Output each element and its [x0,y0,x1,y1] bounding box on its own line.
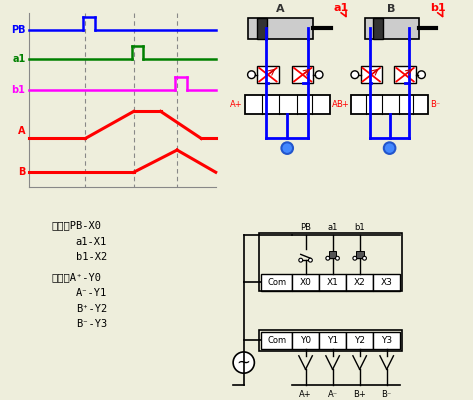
Circle shape [353,256,357,260]
Text: a1: a1 [333,3,349,13]
Bar [259,330,402,351]
Text: 输出：A⁺-Y0: 输出：A⁺-Y0 [52,272,102,282]
Text: PB: PB [300,223,311,232]
Circle shape [233,352,254,373]
Text: A+: A+ [230,100,243,109]
Text: a1: a1 [327,223,338,232]
Bar [292,66,313,84]
Bar [319,274,346,291]
Text: a1: a1 [12,54,26,64]
Text: B: B [387,4,396,14]
Text: Y3: Y3 [381,336,392,345]
Circle shape [247,71,255,78]
Bar [257,66,279,84]
Bar [356,250,364,258]
Circle shape [363,256,367,260]
Circle shape [281,142,293,154]
Bar [261,332,292,349]
Text: b1: b1 [354,223,365,232]
Text: X3: X3 [381,278,393,287]
Text: B+: B+ [353,390,366,399]
Circle shape [418,71,425,78]
Circle shape [384,142,395,154]
Text: Com: Com [267,336,286,345]
Bar [259,233,402,291]
Text: B⁻-Y3: B⁻-Y3 [76,319,107,329]
Bar [257,18,267,39]
Text: B+: B+ [336,100,349,109]
Bar [247,18,313,39]
Bar [360,66,382,84]
Circle shape [326,256,330,260]
Text: Y0: Y0 [300,336,311,345]
Text: A⁻-Y1: A⁻-Y1 [76,288,107,298]
Circle shape [335,256,339,260]
Bar [373,332,400,349]
Text: A: A [18,126,26,136]
Bar [245,95,330,114]
Text: b1-X2: b1-X2 [76,252,107,262]
Bar [373,18,383,39]
Bar [319,332,346,349]
Bar [329,250,336,258]
Text: b1: b1 [11,85,26,95]
Text: B⁺-Y2: B⁺-Y2 [76,304,107,314]
Bar [351,95,428,114]
Text: B⁻: B⁻ [430,100,440,109]
Text: A⁻: A⁻ [327,390,338,399]
Text: Y2: Y2 [354,336,365,345]
Bar [346,274,373,291]
Text: X0: X0 [299,278,312,287]
Text: ~: ~ [237,354,251,372]
Text: B⁻: B⁻ [382,390,392,399]
Text: X2: X2 [354,278,366,287]
Text: A⁻: A⁻ [332,100,342,109]
Text: PB: PB [11,25,26,35]
Text: b1: b1 [430,3,446,13]
Circle shape [308,258,312,262]
Text: A+: A+ [299,390,312,399]
Bar [394,66,416,84]
Circle shape [299,258,303,262]
Text: 输入：PB-X0: 输入：PB-X0 [52,220,102,230]
Text: Y1: Y1 [327,336,338,345]
Text: a1-X1: a1-X1 [76,237,107,247]
Circle shape [351,71,359,78]
Text: B: B [18,167,26,177]
Circle shape [315,71,323,78]
Bar [373,274,400,291]
Text: X1: X1 [327,278,339,287]
Bar [366,18,419,39]
Bar [261,274,292,291]
Bar [292,274,319,291]
Text: A: A [276,4,285,14]
Bar [346,332,373,349]
Bar [292,332,319,349]
Text: Com: Com [267,278,286,287]
